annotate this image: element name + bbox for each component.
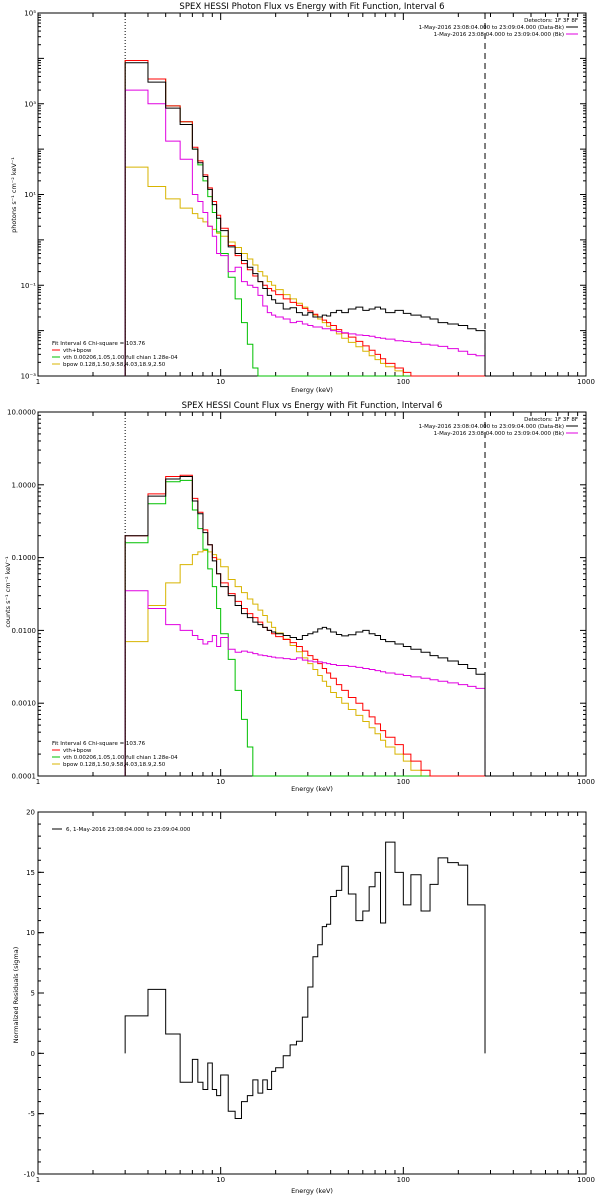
- series-line-bpow: [124, 166, 486, 377]
- y-tick-label: 15: [26, 869, 35, 877]
- detectors-label: Detectors: 1F 3F 8F: [524, 417, 578, 423]
- y-tick-label: 10⁻³: [21, 373, 37, 381]
- series-line-data-bk: [124, 476, 486, 776]
- y-tick-label: 1.0000: [12, 481, 37, 489]
- y-tick-label: 0.0001: [12, 773, 37, 781]
- photon-x-axis-label: Energy (keV): [291, 386, 333, 394]
- detectors-label: Detectors: 1F 3F 8F: [524, 18, 578, 24]
- x-tick-label: 1000: [577, 378, 595, 386]
- series-line-residuals: [124, 841, 486, 1119]
- legend-entry-bpow: bpow 0.128,1.50,9.58,4.03,18.9,2.50: [63, 362, 166, 368]
- y-tick-label: 0.0100: [12, 627, 37, 635]
- series-line-total: [124, 474, 486, 777]
- x-tick-label: 10: [216, 378, 225, 386]
- y-tick-label: 10⁵: [24, 10, 36, 18]
- x-tick-label: 100: [397, 1176, 410, 1184]
- x-tick-label: 100: [397, 378, 410, 386]
- photon-chart-title: SPEX HESSI Photon Flux vs Energy with Fi…: [179, 2, 444, 12]
- count-chart-title: SPEX HESSI Count Flux vs Energy with Fit…: [182, 401, 443, 411]
- photon-plot-area: 1 10 100 1000 10⁻³ 10⁻¹ 10¹ 10³ 10⁵: [21, 10, 595, 387]
- y-tick-label: 20: [26, 809, 35, 817]
- x-tick-label: 10: [216, 1176, 225, 1184]
- legend-entry-data-bk: 1-May-2016 23:08:04.000 to 23:09:04.000 …: [419, 424, 564, 430]
- x-tick-label: 1: [36, 378, 40, 386]
- x-tick-label: 1000: [577, 1176, 595, 1184]
- legend-entry-bpow: bpow 0.128,1.50,9.58,4.03,18.9,2.50: [63, 762, 166, 768]
- count-flux-panel: SPEX HESSI Count Flux vs Energy with Fit…: [4, 401, 595, 793]
- legend-entry-bk: 1-May-2016 23:08:04.000 to 23:09:04.000 …: [434, 431, 564, 437]
- residuals-legend: 6, 1-May-2016 23:08:04.000 to 23:09:04.0…: [52, 827, 191, 833]
- plot-frame: [37, 12, 587, 377]
- count-plot-area: 1 10 100 1000 0.0001 0.0010 0.0100 0.1000 1.0000…: [7, 409, 595, 787]
- y-tick-label: -5: [28, 1110, 35, 1118]
- y-tick-label: 10: [26, 929, 35, 937]
- y-tick-label: 0: [31, 1050, 35, 1058]
- series-line-bk: [124, 590, 486, 776]
- x-tick-label: 1: [36, 778, 40, 786]
- x-tick-label: 100: [397, 778, 410, 786]
- legend-entry-total: vth+bpow: [63, 348, 92, 354]
- y-tick-label: 10¹: [24, 191, 36, 199]
- series-line-bk: [124, 89, 486, 376]
- plot-frame: [37, 811, 587, 1175]
- legend-entry-vth: vth 0.00206,1.05,1.00 full chian 1.28e-0…: [63, 355, 178, 361]
- legend-entry-total: vth+bpow: [63, 748, 92, 754]
- residuals-panel: Energy (keV) Normalized Residuals (sigma…: [12, 809, 595, 1196]
- x-tick-label: 1: [36, 1176, 40, 1184]
- residuals-x-axis-label: Energy (keV): [291, 1187, 333, 1195]
- residuals-y-axis-label: Normalized Residuals (sigma): [12, 947, 20, 1044]
- y-tick-label: 10³: [24, 100, 36, 108]
- count-x-axis-label: Energy (keV): [291, 785, 333, 793]
- series-line-data-bk: [124, 62, 486, 376]
- count-legend-right: Detectors: 1F 3F 8F 1-May-2016 23:08:04.…: [419, 417, 578, 437]
- photon-legend-right: Detectors: 1F 3F 8F 1-May-2016 23:08:04.…: [419, 18, 578, 38]
- y-tick-label: 10⁻¹: [21, 282, 37, 290]
- series-line-vth: [124, 479, 486, 777]
- photon-y-axis-label: photons s⁻¹ cm⁻² keV⁻¹: [10, 157, 18, 233]
- plot-frame: [37, 411, 587, 777]
- series-line-bpow: [124, 550, 486, 777]
- count-y-axis-label: counts s⁻¹ cm⁻² keV⁻¹: [4, 556, 12, 628]
- y-tick-label: 5: [31, 990, 35, 998]
- legend-entry-vth: vth 0.00206,1.05,1.00 full chian 1.28e-0…: [63, 755, 178, 761]
- photon-legend-left: Fit Interval 6 Chi-square = 103.76 vth+b…: [52, 341, 178, 368]
- y-tick-label: -10: [24, 1171, 35, 1179]
- y-tick-label: 0.1000: [12, 554, 37, 562]
- y-tick-label: 0.0010: [12, 700, 37, 708]
- legend-entry-data-bk: 1-May-2016 23:08:04.000 to 23:09:04.000 …: [419, 25, 564, 31]
- legend-entry-bk: 1-May-2016 23:08:04.000 to 23:09:04.000 …: [434, 32, 564, 38]
- x-tick-label: 10: [216, 778, 225, 786]
- fit-header: Fit Interval 6 Chi-square = 103.76: [52, 741, 146, 747]
- residuals-plot-area: 1 10 100 1000 -10 -5 0 5 10 15 20: [24, 809, 595, 1185]
- fit-header: Fit Interval 6 Chi-square = 103.76: [52, 341, 146, 347]
- photon-flux-panel: SPEX HESSI Photon Flux vs Energy with Fi…: [10, 2, 595, 394]
- count-legend-left: Fit Interval 6 Chi-square = 103.76 vth+b…: [52, 741, 178, 768]
- x-tick-label: 1000: [577, 778, 595, 786]
- y-tick-label: 10.0000: [7, 409, 36, 417]
- legend-entry-residuals: 6, 1-May-2016 23:08:04.000 to 23:09:04.0…: [66, 827, 191, 833]
